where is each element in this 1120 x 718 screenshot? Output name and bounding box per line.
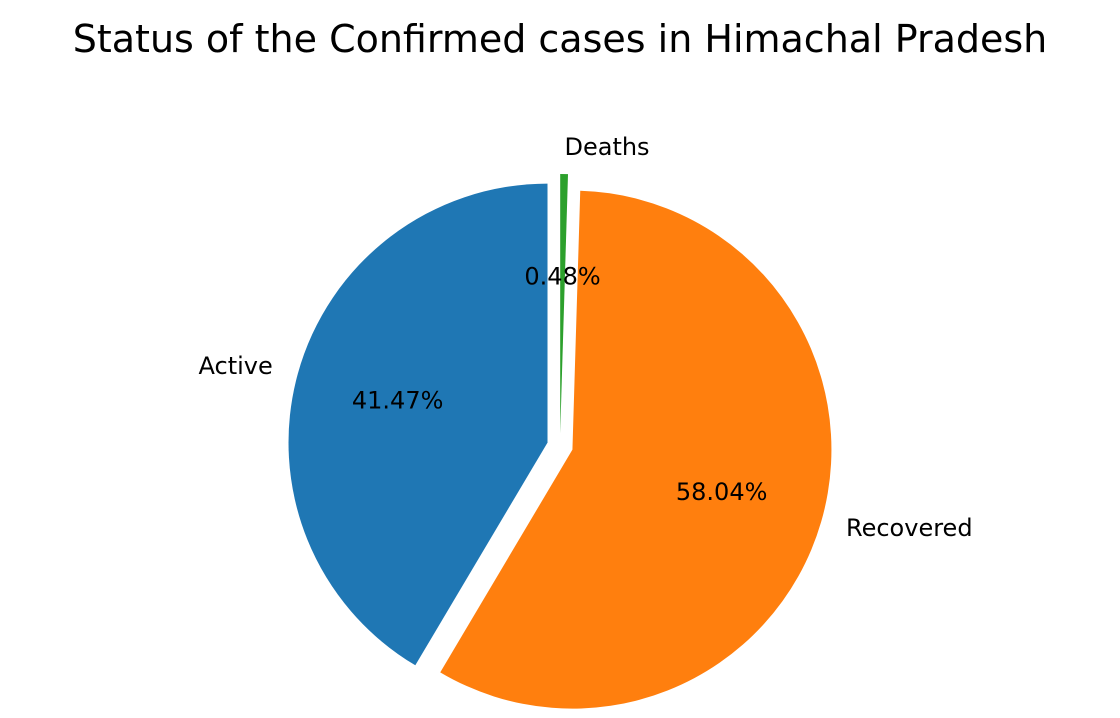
chart-title: Status of the Confirmed cases in Himacha… <box>73 17 1048 61</box>
pie-slice-deaths <box>560 174 569 434</box>
slice-pct-deaths: 0.48% <box>524 263 600 291</box>
slice-label-active: Active <box>199 352 273 380</box>
pie-slice-active <box>288 183 548 666</box>
slice-label-deaths: Deaths <box>564 133 649 161</box>
pie-slices <box>288 174 832 709</box>
pie-labels: Active 41.47% Recovered 58.04% Deaths 0.48% <box>199 133 973 542</box>
slice-pct-recovered: 58.04% <box>676 478 768 506</box>
pie-slice-recovered <box>440 190 832 709</box>
slice-label-recovered: Recovered <box>846 514 973 542</box>
slice-pct-active: 41.47% <box>352 386 444 414</box>
